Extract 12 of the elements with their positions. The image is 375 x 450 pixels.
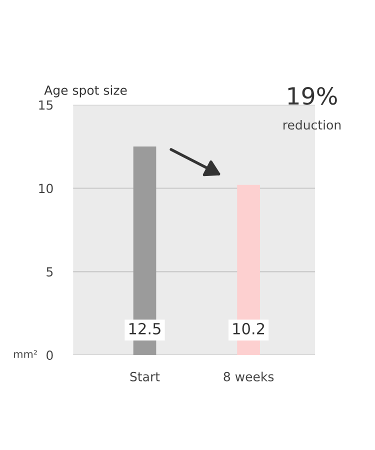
data-label: 10.2 <box>233 322 264 334</box>
text: mm² <box>14 350 37 358</box>
data-label: 12.5 <box>129 322 160 334</box>
y-tick-label: 5 <box>46 267 53 277</box>
annotation: reduction <box>284 120 341 130</box>
y-tick-label: 10 <box>39 184 53 194</box>
y-tick-label: 0 <box>46 350 53 360</box>
x-tick-label: 8 weeks <box>224 372 274 382</box>
x-tick-label: Start <box>130 372 160 382</box>
text: 19% <box>288 86 337 105</box>
y-axis-title: Age spot size <box>44 85 127 98</box>
y-tick-label: 15 <box>39 100 53 110</box>
